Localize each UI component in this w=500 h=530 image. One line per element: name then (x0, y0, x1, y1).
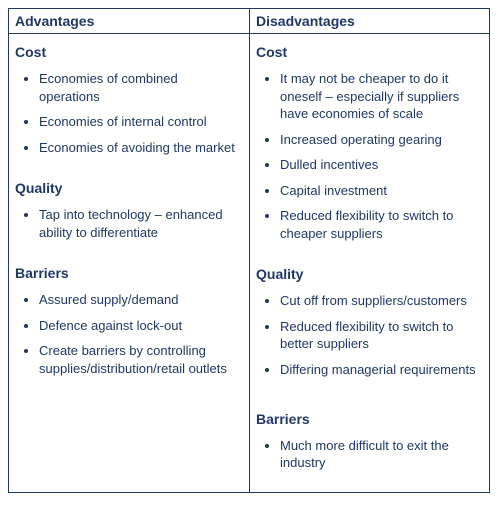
list-item: Defence against lock-out (39, 317, 243, 335)
list-item: Increased operating gearing (280, 131, 483, 149)
list-item: Cut off from suppliers/customers (280, 292, 483, 310)
section-title: Barriers (256, 411, 483, 427)
section-title: Cost (15, 44, 243, 60)
adv-section-barriers: Barriers Assured supply/demand Defence a… (9, 255, 249, 377)
item-list: It may not be cheaper to do it oneself –… (256, 70, 483, 242)
item-list: Cut off from suppliers/customers Reduced… (256, 292, 483, 378)
dis-section-quality: Quality Cut off from suppliers/customers… (250, 256, 489, 378)
list-item: Economies of internal control (39, 113, 243, 131)
section-title: Quality (256, 266, 483, 282)
item-list: Economies of combined operations Economi… (15, 70, 243, 156)
list-item: Assured supply/demand (39, 291, 243, 309)
section-title: Quality (15, 180, 243, 196)
list-item: Economies of combined operations (39, 70, 243, 105)
column-header-disadvantages: Disadvantages (250, 9, 489, 34)
list-item: Economies of avoiding the market (39, 139, 243, 157)
dis-section-cost: Cost It may not be cheaper to do it ones… (250, 34, 489, 242)
list-item: It may not be cheaper to do it oneself –… (280, 70, 483, 123)
list-item: Dulled incentives (280, 156, 483, 174)
item-list: Much more difficult to exit the industry (256, 437, 483, 472)
advantages-column: Advantages Cost Economies of combined op… (9, 9, 249, 492)
disadvantages-body: Cost It may not be cheaper to do it ones… (250, 34, 489, 492)
comparison-table: Advantages Cost Economies of combined op… (8, 8, 490, 493)
list-item: Reduced flexibility to switch to better … (280, 318, 483, 353)
disadvantages-column: Disadvantages Cost It may not be cheaper… (249, 9, 489, 492)
section-title: Barriers (15, 265, 243, 281)
column-header-advantages: Advantages (9, 9, 249, 34)
adv-section-quality: Quality Tap into technology – enhanced a… (9, 170, 249, 241)
item-list: Tap into technology – enhanced ability t… (15, 206, 243, 241)
list-item: Much more difficult to exit the industry (280, 437, 483, 472)
list-item: Reduced flexibility to switch to cheaper… (280, 207, 483, 242)
list-item: Create barriers by controlling supplies/… (39, 342, 243, 377)
list-item: Tap into technology – enhanced ability t… (39, 206, 243, 241)
adv-section-cost: Cost Economies of combined operations Ec… (9, 34, 249, 156)
list-item: Differing managerial requirements (280, 361, 483, 379)
section-title: Cost (256, 44, 483, 60)
list-item: Capital investment (280, 182, 483, 200)
advantages-body: Cost Economies of combined operations Ec… (9, 34, 249, 397)
item-list: Assured supply/demand Defence against lo… (15, 291, 243, 377)
dis-section-barriers: Barriers Much more difficult to exit the… (250, 401, 489, 472)
